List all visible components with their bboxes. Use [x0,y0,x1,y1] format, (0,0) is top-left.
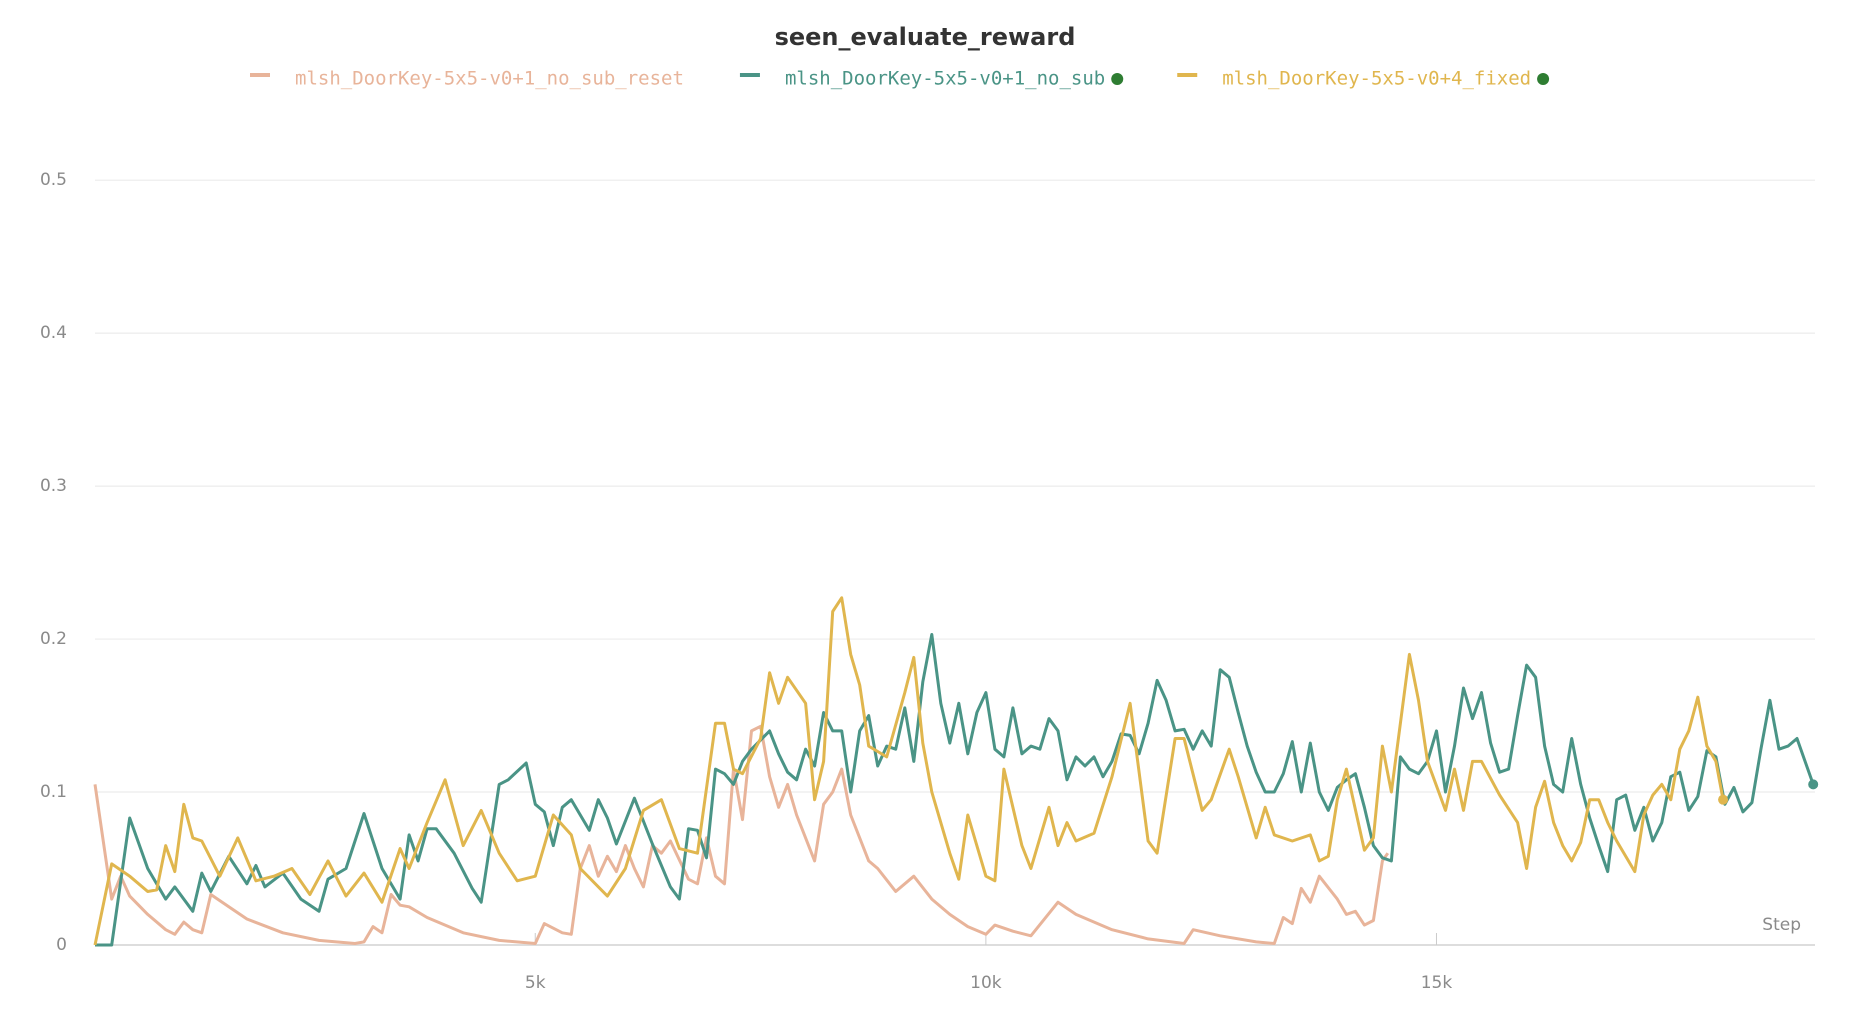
legend-label: mlsh_DoorKey-5x5-v0+1_no_sub_reset [295,68,684,90]
legend-label: mlsh_DoorKey-5x5-v0+4_fixed [1222,68,1531,90]
y-tick-label: 0.4 [40,323,67,343]
legend: mlsh_DoorKey-5x5-v0+1_no_sub_reset mlsh_D… [250,68,1550,90]
y-tick-label: 0.3 [40,476,67,496]
series-line [93,596,1725,946]
y-tick-label: 0.2 [40,629,67,649]
y-tick-label: 0.5 [40,170,67,190]
x-tick-label: 15k [1421,973,1453,993]
x-tick-label: 10k [970,973,1002,993]
x-axis-label: Step [1762,915,1801,935]
series-line [93,724,1390,945]
end-point [1718,794,1729,805]
legend-status-dot [1537,73,1550,85]
series-line [95,633,1815,947]
legend-label: mlsh_DoorKey-5x5-v0+1_no_sub [785,68,1105,90]
x-tick-label: 5k [525,973,546,993]
chart-title: seen_evaluate_reward [775,23,1076,51]
y-tick-label: 0.1 [40,782,67,802]
end-point [1808,779,1819,790]
legend-status-dot [1111,73,1124,85]
y-tick-label: 0 [56,935,67,955]
